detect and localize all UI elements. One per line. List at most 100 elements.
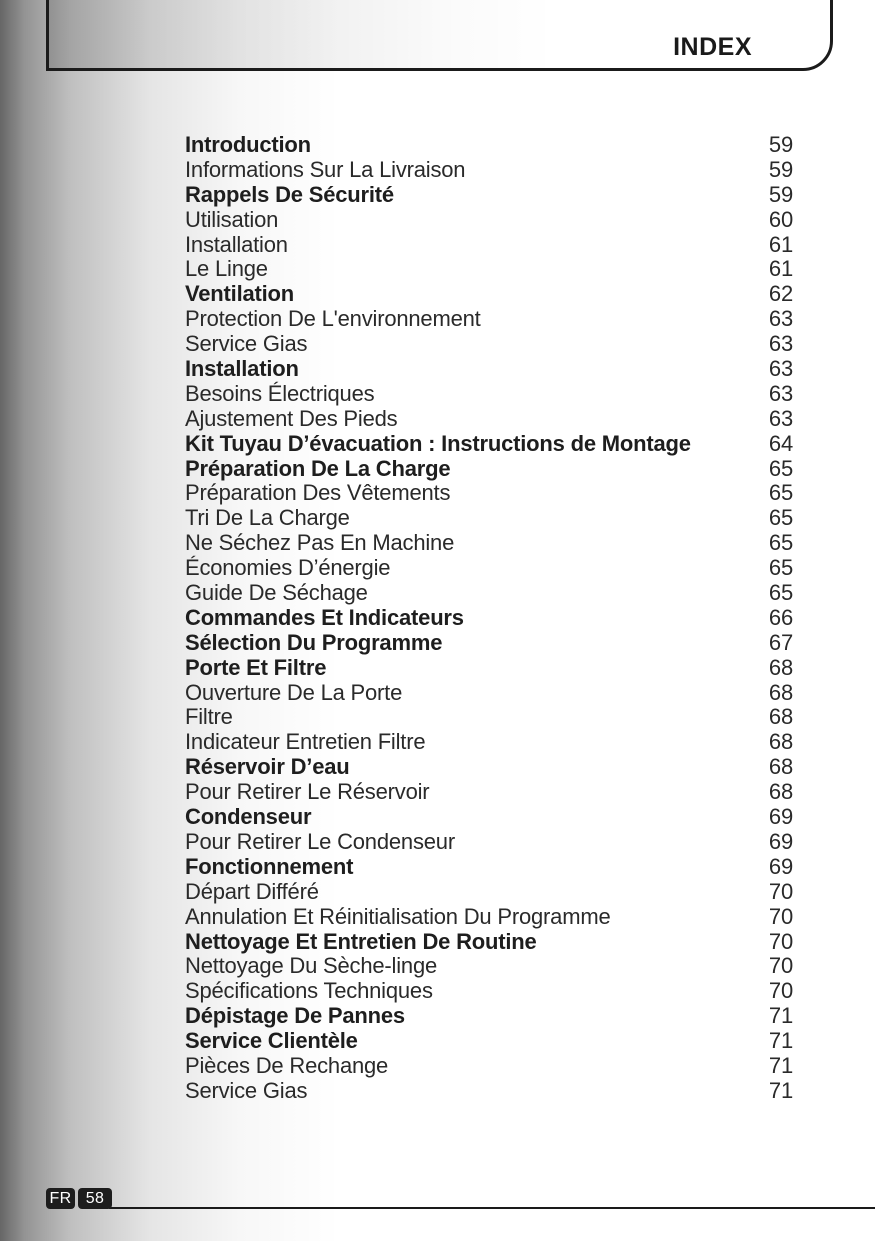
toc-entry-page-number: 70	[768, 903, 793, 929]
toc-entry-label: Filtre	[185, 704, 233, 730]
toc-entry: Préparation Des Vêtements 65	[185, 480, 793, 505]
toc-entry-label: Guide De Séchage	[185, 580, 368, 606]
toc-entry-page-number: 71	[768, 1077, 793, 1103]
toc-entry-label: Préparation Des Vêtements	[185, 480, 451, 506]
toc-entry: Service Clientèle 71	[185, 1028, 793, 1053]
toc-entry-page-number: 66	[768, 604, 793, 630]
toc-entry-page-number: 67	[768, 629, 793, 655]
toc-entry-label: Pour Retirer Le Réservoir	[185, 779, 430, 805]
toc-entry-label: Ajustement Des Pieds	[185, 405, 398, 431]
toc-entry-page-number: 68	[768, 729, 793, 755]
toc-entry-page-number: 63	[768, 356, 793, 382]
toc-entry: Spécifications Techniques 70	[185, 978, 793, 1003]
toc-entry-page-number: 65	[768, 530, 793, 556]
toc-entry: Dépistage De Pannes 71	[185, 1003, 793, 1028]
toc-entry-label: Pièces De Rechange	[185, 1052, 389, 1078]
toc-entry: Réservoir D’eau 68	[185, 754, 793, 779]
toc-entry-page-number: 59	[768, 181, 793, 207]
toc-entry-page-number: 65	[768, 580, 793, 606]
toc-entry-label: Service Gias	[185, 1077, 308, 1103]
toc-entry: Utilisation 60	[185, 207, 793, 232]
toc-entry: Indicateur Entretien Filtre 68	[185, 729, 793, 754]
toc-entry: Ajustement Des Pieds 63	[185, 406, 793, 431]
toc-entry-label: Besoins Électriques	[185, 380, 375, 406]
toc-entry-page-number: 61	[768, 256, 793, 282]
toc-entry-label: Réservoir D’eau	[185, 754, 350, 780]
toc-entry-label: Commandes Et Indicateurs	[185, 604, 464, 630]
toc-entry: Condenseur 69	[185, 804, 793, 829]
toc-entry-page-number: 70	[768, 928, 793, 954]
toc-entry-label: Spécifications Techniques	[185, 978, 433, 1004]
toc-entry-page-number: 63	[768, 405, 793, 431]
toc-entry: Commandes Et Indicateurs 66	[185, 605, 793, 630]
toc-entry-label: Ne Séchez Pas En Machine	[185, 530, 455, 556]
toc-entry-label: Porte Et Filtre	[185, 654, 327, 680]
toc-entry-page-number: 59	[768, 132, 793, 157]
toc-entry-page-number: 63	[768, 331, 793, 357]
toc-entry: Départ Différé 70	[185, 879, 793, 904]
toc-entry-page-number: 65	[768, 455, 793, 481]
toc-entry: Informations Sur La Livraison 59	[185, 157, 793, 182]
toc-entry-label: Service Clientèle	[185, 1028, 358, 1054]
toc-entry-page-number: 70	[768, 978, 793, 1004]
toc-entry: Service Gias 63	[185, 331, 793, 356]
toc-entry-page-number: 68	[768, 754, 793, 780]
toc-entry: Protection De L'environnement 63	[185, 306, 793, 331]
toc-entry: Nettoyage Du Sèche-linge 70	[185, 953, 793, 978]
toc-entry-page-number: 71	[768, 1052, 793, 1078]
toc-entry-label: Ouverture De La Porte	[185, 679, 403, 705]
toc-entry: Pour Retirer Le Condenseur 69	[185, 829, 793, 854]
language-badge: FR	[46, 1188, 75, 1209]
toc-entry-page-number: 70	[768, 953, 793, 979]
toc-entry: Rappels De Sécurité 59	[185, 182, 793, 207]
toc-entry: Pièces De Rechange 71	[185, 1053, 793, 1078]
toc-entry: Ouverture De La Porte 68	[185, 680, 793, 705]
toc-entry-page-number: 65	[768, 480, 793, 506]
toc-entry-label: Annulation Et Réinitialisation Du Progra…	[185, 903, 611, 929]
toc-entry-page-number: 65	[768, 505, 793, 531]
toc-entry: Installation 61	[185, 232, 793, 257]
toc-entry: Le Linge 61	[185, 256, 793, 281]
toc-entry-page-number: 70	[768, 878, 793, 904]
toc-entry-page-number: 68	[768, 704, 793, 730]
toc-entry-label: Dépistage De Pannes	[185, 1003, 405, 1029]
toc-entry: Pour Retirer Le Réservoir 68	[185, 779, 793, 804]
toc-entry-label: Pour Retirer Le Condenseur	[185, 828, 455, 854]
page-number-badge: 58	[78, 1188, 112, 1209]
toc-entry-page-number: 68	[768, 654, 793, 680]
toc-entry-label: Installation	[185, 356, 299, 382]
toc-entry: Sélection Du Programme 67	[185, 630, 793, 655]
toc-entry-label: Introduction	[185, 132, 311, 157]
toc-entry: Fonctionnement 69	[185, 854, 793, 879]
toc-entry-label: Protection De L'environnement	[185, 306, 481, 332]
toc-entry: Porte Et Filtre 68	[185, 655, 793, 680]
toc-entry-page-number: 69	[768, 804, 793, 830]
index-header-box: INDEX	[46, 0, 833, 71]
toc-entry-label: Départ Différé	[185, 878, 319, 904]
toc-entry-page-number: 68	[768, 779, 793, 805]
toc-entry: Annulation Et Réinitialisation Du Progra…	[185, 904, 793, 929]
toc-entry-label: Informations Sur La Livraison	[185, 156, 466, 182]
toc-entry-label: Kit Tuyau D’évacuation : Instructions de…	[185, 430, 691, 456]
toc-entry-label: Le Linge	[185, 256, 268, 282]
toc-entry-page-number: 63	[768, 306, 793, 332]
toc-entry: Économies D’énergie 65	[185, 555, 793, 580]
toc-entry: Guide De Séchage 65	[185, 580, 793, 605]
table-of-contents: Introduction 59 Informations Sur La Livrai…	[185, 132, 793, 1103]
toc-entry-label: Indicateur Entretien Filtre	[185, 729, 426, 755]
toc-entry-page-number: 62	[768, 281, 793, 307]
toc-entry-label: Ventilation	[185, 281, 295, 307]
toc-entry-page-number: 64	[768, 430, 793, 456]
toc-entry: Filtre 68	[185, 704, 793, 729]
toc-entry-page-number: 71	[768, 1028, 793, 1054]
toc-entry-page-number: 68	[768, 679, 793, 705]
toc-entry: Préparation De La Charge 65	[185, 456, 793, 481]
toc-entry: Installation 63	[185, 356, 793, 381]
toc-entry: Kit Tuyau D’évacuation : Instructions de…	[185, 431, 793, 456]
toc-entry-label: Nettoyage Et Entretien De Routine	[185, 928, 537, 954]
toc-entry-page-number: 60	[768, 206, 793, 232]
toc-entry-label: Rappels De Sécurité	[185, 181, 394, 207]
toc-entry-label: Nettoyage Du Sèche-linge	[185, 953, 438, 979]
toc-entry: Service Gias 71	[185, 1078, 793, 1103]
